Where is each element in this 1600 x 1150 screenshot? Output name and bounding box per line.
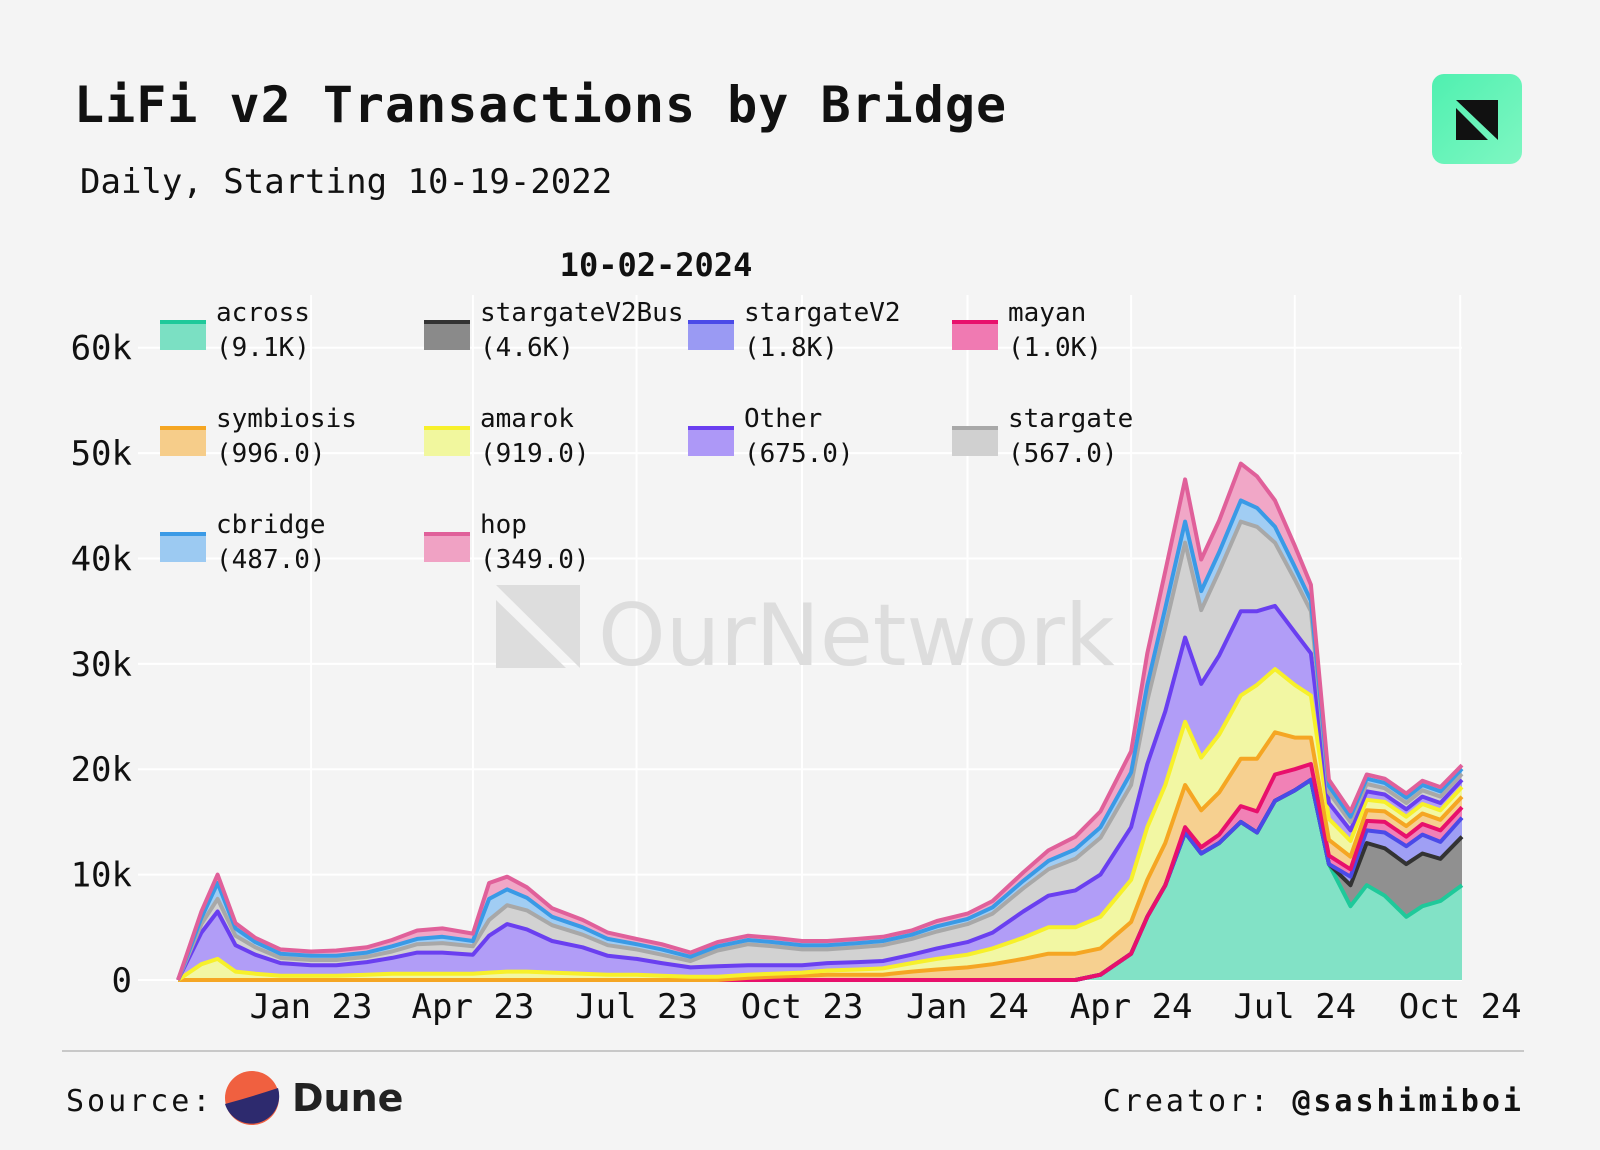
legend-series-value: (567.0) — [1008, 439, 1118, 469]
source-label: Source: — [66, 1084, 214, 1119]
legend-item-symbiosis[interactable]: symbiosis (996.0) — [160, 402, 357, 472]
legend-series-name: across — [216, 298, 310, 328]
watermark-logo — [496, 585, 580, 668]
legend-item-stargateV2[interactable]: stargateV2 (1.8K) — [688, 296, 901, 366]
legend-swatch — [424, 532, 470, 562]
legend-label: Other (675.0) — [744, 402, 854, 472]
legend-label: stargateV2Bus (4.6K) — [480, 296, 684, 366]
legend-series-name: stargateV2 — [744, 298, 901, 328]
source-name: Dune — [292, 1076, 404, 1120]
legend-label: hop (349.0) — [480, 508, 590, 578]
legend-title: 10-02-2024 — [560, 246, 753, 284]
x-tick-label: Jul 24 — [1233, 987, 1356, 1027]
legend-series-value: (349.0) — [480, 545, 590, 575]
legend-series-name: stargate — [1008, 404, 1134, 434]
ournetwork-logo-icon — [1456, 100, 1498, 140]
legend-swatch — [160, 426, 206, 456]
chart-title: LiFi v2 Transactions by Bridge — [74, 76, 1008, 134]
legend-label: mayan (1.0K) — [1008, 296, 1102, 366]
legend-swatch — [424, 320, 470, 350]
line-hop — [176, 461, 1464, 981]
x-tick-label: Jan 23 — [250, 987, 373, 1027]
creator-handle: @sashimiboi — [1292, 1084, 1524, 1119]
legend-series-name: Other — [744, 404, 823, 434]
legend-label: stargateV2 (1.8K) — [744, 296, 901, 366]
legend-label: amarok (919.0) — [480, 402, 590, 472]
area-across — [178, 779, 1462, 980]
ournetwork-logo — [1432, 74, 1522, 164]
x-tick-label: Oct 23 — [741, 987, 864, 1027]
line-cbridge — [176, 498, 1464, 981]
legend-series-name: cbridge — [216, 510, 326, 540]
y-tick-label: 0 — [112, 961, 132, 1001]
dune-logo-icon — [225, 1071, 280, 1125]
x-tick-label: Jul 23 — [575, 987, 698, 1027]
x-tick-label: Oct 24 — [1399, 987, 1522, 1027]
legend-series-name: amarok — [480, 404, 574, 434]
legend-series-value: (4.6K) — [480, 333, 574, 363]
legend-swatch — [688, 426, 734, 456]
legend-series-name: symbiosis — [216, 404, 357, 434]
legend-item-Other[interactable]: Other (675.0) — [688, 402, 854, 472]
x-tick-label: Jan 24 — [906, 987, 1029, 1027]
line-amarok — [176, 667, 1464, 982]
legend-series-value: (9.1K) — [216, 333, 310, 363]
watermark-logo — [496, 600, 566, 668]
legend-series-value: (996.0) — [216, 439, 326, 469]
y-tick-label: 20k — [71, 750, 132, 790]
legend-series-value: (675.0) — [744, 439, 854, 469]
chart-legend: across (9.1K) stargateV2Bus (4.6K) stargateV… — [160, 296, 1160, 596]
legend-item-stargateV2Bus[interactable]: stargateV2Bus (4.6K) — [424, 296, 684, 366]
legend-swatch — [160, 532, 206, 562]
legend-series-name: hop — [480, 510, 527, 540]
area-symbiosis — [178, 732, 1462, 980]
legend-swatch — [952, 426, 998, 456]
footer-divider — [62, 1050, 1524, 1052]
legend-swatch — [424, 426, 470, 456]
legend-label: stargate (567.0) — [1008, 402, 1133, 472]
creator-label: Creator: — [1102, 1084, 1272, 1119]
legend-item-hop[interactable]: hop (349.0) — [424, 508, 590, 578]
x-tick-label: Apr 24 — [1070, 987, 1193, 1027]
legend-item-cbridge[interactable]: cbridge (487.0) — [160, 508, 326, 578]
legend-series-value: (487.0) — [216, 545, 326, 575]
legend-series-value: (1.0K) — [1008, 333, 1102, 363]
legend-item-amarok[interactable]: amarok (919.0) — [424, 402, 590, 472]
legend-swatch — [952, 320, 998, 350]
legend-series-name: stargateV2Bus — [480, 298, 684, 328]
legend-item-across[interactable]: across (9.1K) — [160, 296, 310, 366]
legend-item-mayan[interactable]: mayan (1.0K) — [952, 296, 1102, 366]
y-tick-label: 50k — [71, 434, 132, 474]
watermark-text: OurNetwork — [598, 586, 1115, 686]
creator-credit: Creator: @sashimiboi — [1103, 1084, 1524, 1119]
legend-label: symbiosis (996.0) — [216, 402, 357, 472]
legend-label: across (9.1K) — [216, 296, 310, 366]
legend-series-value: (919.0) — [480, 439, 590, 469]
legend-series-name: mayan — [1008, 298, 1087, 328]
legend-item-stargate[interactable]: stargate (567.0) — [952, 402, 1133, 472]
line-symbiosis — [178, 730, 1464, 982]
line-stargate — [176, 519, 1464, 981]
legend-swatch — [160, 320, 206, 350]
legend-label: cbridge (487.0) — [216, 508, 326, 578]
y-tick-label: 10k — [71, 856, 132, 896]
x-tick-label: Apr 23 — [412, 987, 535, 1027]
y-tick-label: 60k — [71, 329, 132, 369]
line-Other — [176, 603, 1464, 981]
legend-swatch — [688, 320, 734, 350]
legend-series-value: (1.8K) — [744, 333, 838, 363]
y-tick-label: 40k — [71, 539, 132, 579]
y-tick-label: 30k — [71, 645, 132, 685]
chart-subtitle: Daily, Starting 10-19-2022 — [80, 162, 613, 202]
